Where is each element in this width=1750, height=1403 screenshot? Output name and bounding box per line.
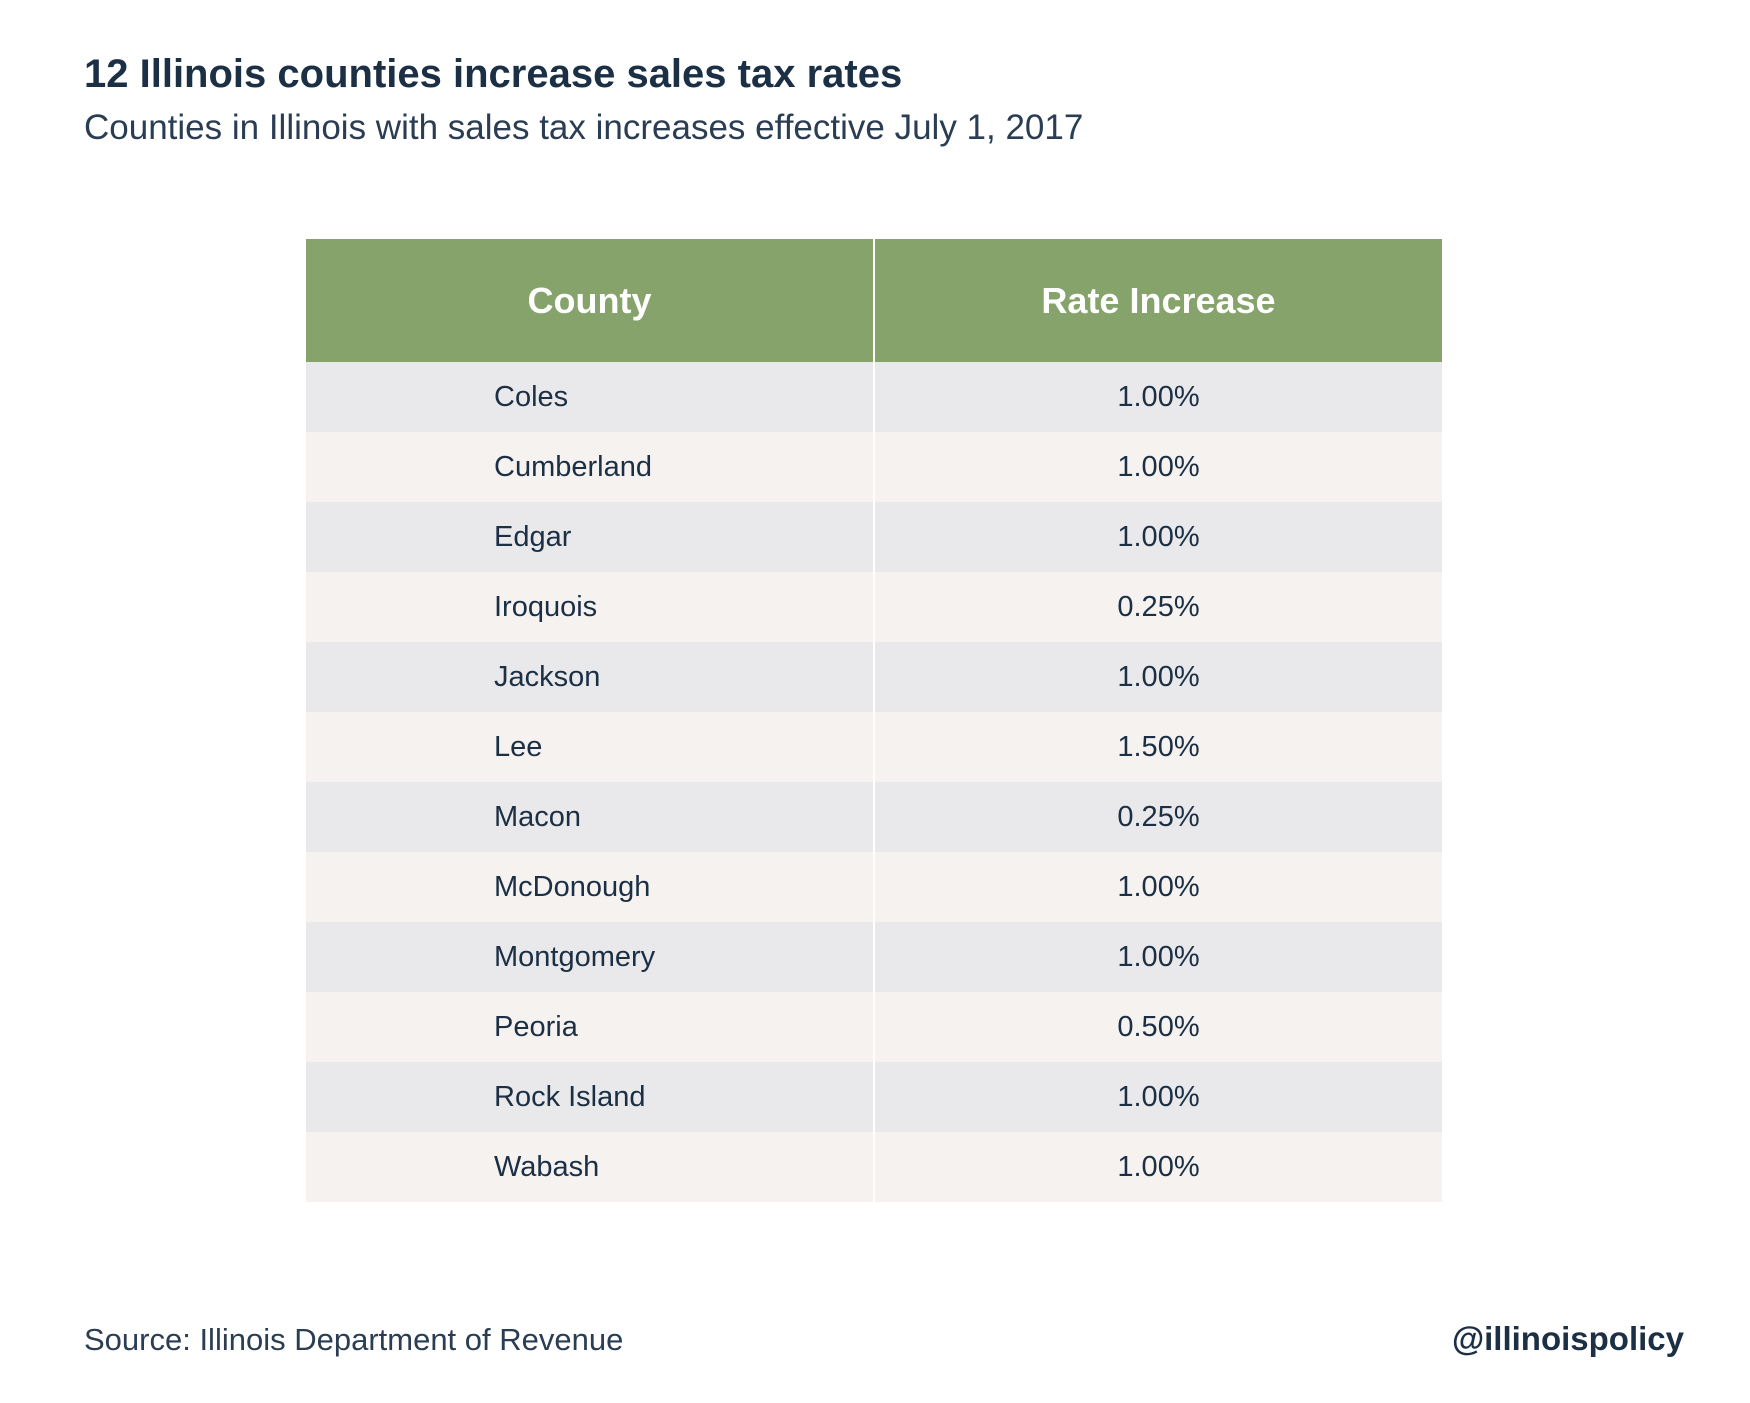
table-row: Montgomery 1.00% xyxy=(306,922,1442,992)
table-header-row: County Rate Increase xyxy=(306,239,1442,362)
county-cell: Peoria xyxy=(306,992,875,1062)
rate-cell: 1.50% xyxy=(874,712,1442,782)
column-header-county: County xyxy=(306,239,875,362)
chart-subtitle: Counties in Illinois with sales tax incr… xyxy=(84,108,1084,147)
county-cell: Macon xyxy=(306,782,875,852)
table-row: Edgar 1.00% xyxy=(306,502,1442,572)
table-row: Iroquois 0.25% xyxy=(306,572,1442,642)
column-header-rate-increase: Rate Increase xyxy=(874,239,1442,362)
table-row: Peoria 0.50% xyxy=(306,992,1442,1062)
table-row: McDonough 1.00% xyxy=(306,852,1442,922)
table-row: Cumberland 1.00% xyxy=(306,432,1442,502)
rate-cell: 1.00% xyxy=(874,852,1442,922)
county-cell: Lee xyxy=(306,712,875,782)
county-cell: Coles xyxy=(306,362,875,432)
table-row: Lee 1.50% xyxy=(306,712,1442,782)
rate-cell: 0.25% xyxy=(874,782,1442,852)
tax-rate-table: County Rate Increase Coles 1.00% Cumberlan… xyxy=(306,239,1442,1202)
source-note: Source: Illinois Department of Revenue xyxy=(84,1322,624,1357)
rate-cell: 1.00% xyxy=(874,432,1442,502)
table-row: Rock Island 1.00% xyxy=(306,1062,1442,1132)
rate-cell: 1.00% xyxy=(874,1062,1442,1132)
county-cell: McDonough xyxy=(306,852,875,922)
county-cell: Iroquois xyxy=(306,572,875,642)
brand-handle: @illinoispolicy xyxy=(1451,1320,1684,1357)
table-body: Coles 1.00% Cumberland 1.00% Edgar 1.00% Iroqu… xyxy=(306,362,1442,1202)
county-cell: Jackson xyxy=(306,642,875,712)
county-cell: Cumberland xyxy=(306,432,875,502)
rate-cell: 1.00% xyxy=(874,922,1442,992)
table-row: Macon 0.25% xyxy=(306,782,1442,852)
rate-cell: 1.00% xyxy=(874,642,1442,712)
table-row: Wabash 1.00% xyxy=(306,1132,1442,1202)
county-cell: Edgar xyxy=(306,502,875,572)
table-row: Jackson 1.00% xyxy=(306,642,1442,712)
county-cell: Wabash xyxy=(306,1132,875,1202)
rate-cell: 1.00% xyxy=(874,1132,1442,1202)
county-cell: Montgomery xyxy=(306,922,875,992)
county-cell: Rock Island xyxy=(306,1062,875,1132)
rate-cell: 1.00% xyxy=(874,502,1442,572)
table-row: Coles 1.00% xyxy=(306,362,1442,432)
chart-title: 12 Illinois counties increase sales tax … xyxy=(84,52,903,96)
rate-cell: 0.50% xyxy=(874,992,1442,1062)
rate-cell: 0.25% xyxy=(874,572,1442,642)
rate-cell: 1.00% xyxy=(874,362,1442,432)
